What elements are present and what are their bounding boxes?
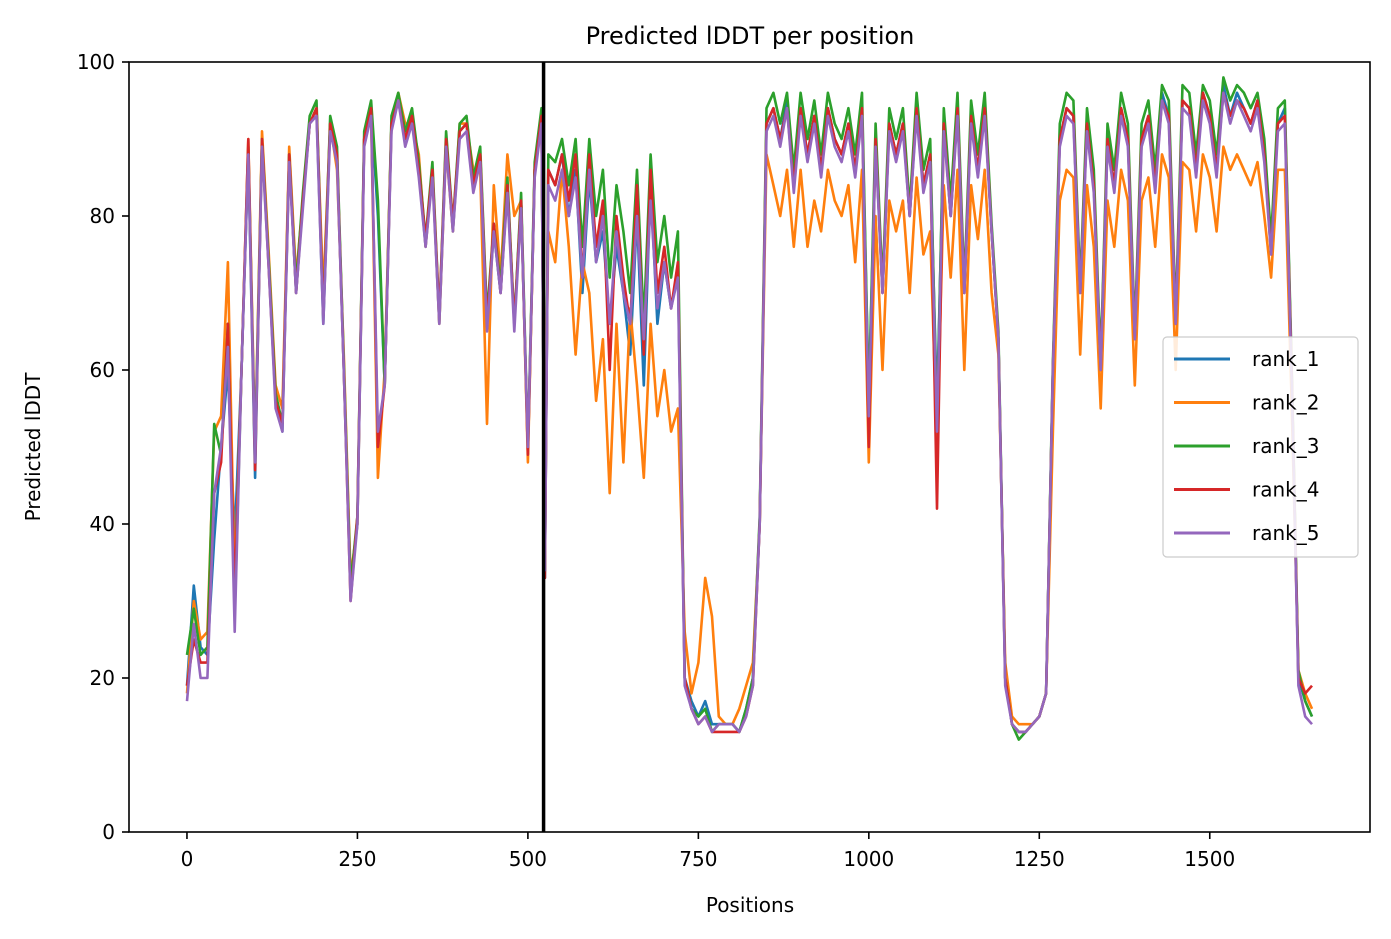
y-tick-label: 0 (102, 820, 115, 844)
y-tick-label: 100 (77, 50, 115, 74)
x-tick-label: 500 (509, 847, 547, 871)
y-axis-title: Predicted lDDT (21, 372, 45, 522)
x-axis-title: Positions (706, 893, 794, 917)
legend-label-rank_4: rank_4 (1252, 478, 1319, 502)
y-tick-label: 80 (90, 204, 115, 228)
series-line-rank_5 (185, 91, 1313, 734)
legend-label-rank_1: rank_1 (1252, 347, 1319, 371)
x-tick-label: 250 (338, 847, 376, 871)
x-tick-label: 1000 (843, 847, 894, 871)
x-tick-label: 1250 (1014, 847, 1065, 871)
legend-label-rank_3: rank_3 (1252, 434, 1319, 458)
x-tick-label: 750 (679, 847, 717, 871)
chart-title: Predicted lDDT per position (586, 22, 915, 50)
legend-label-rank_2: rank_2 (1252, 391, 1319, 415)
legend: rank_1 rank_2 rank_3 rank_4 rank_5 (1162, 336, 1359, 558)
x-axis-ticks: 0 250 500 750 1000 1250 1500 (181, 832, 1235, 871)
y-axis-ticks: 0 20 40 60 80 100 (77, 50, 129, 844)
series-line-rank_3 (185, 76, 1314, 741)
x-tick-label: 0 (181, 847, 194, 871)
y-tick-label: 40 (90, 512, 115, 536)
y-tick-label: 60 (90, 358, 115, 382)
legend-label-rank_5: rank_5 (1252, 521, 1319, 545)
legend-box (1162, 336, 1359, 558)
x-tick-label: 1500 (1184, 847, 1235, 871)
plot-frame (128, 61, 1371, 833)
y-tick-label: 20 (90, 666, 115, 690)
series-layer (185, 76, 1314, 741)
